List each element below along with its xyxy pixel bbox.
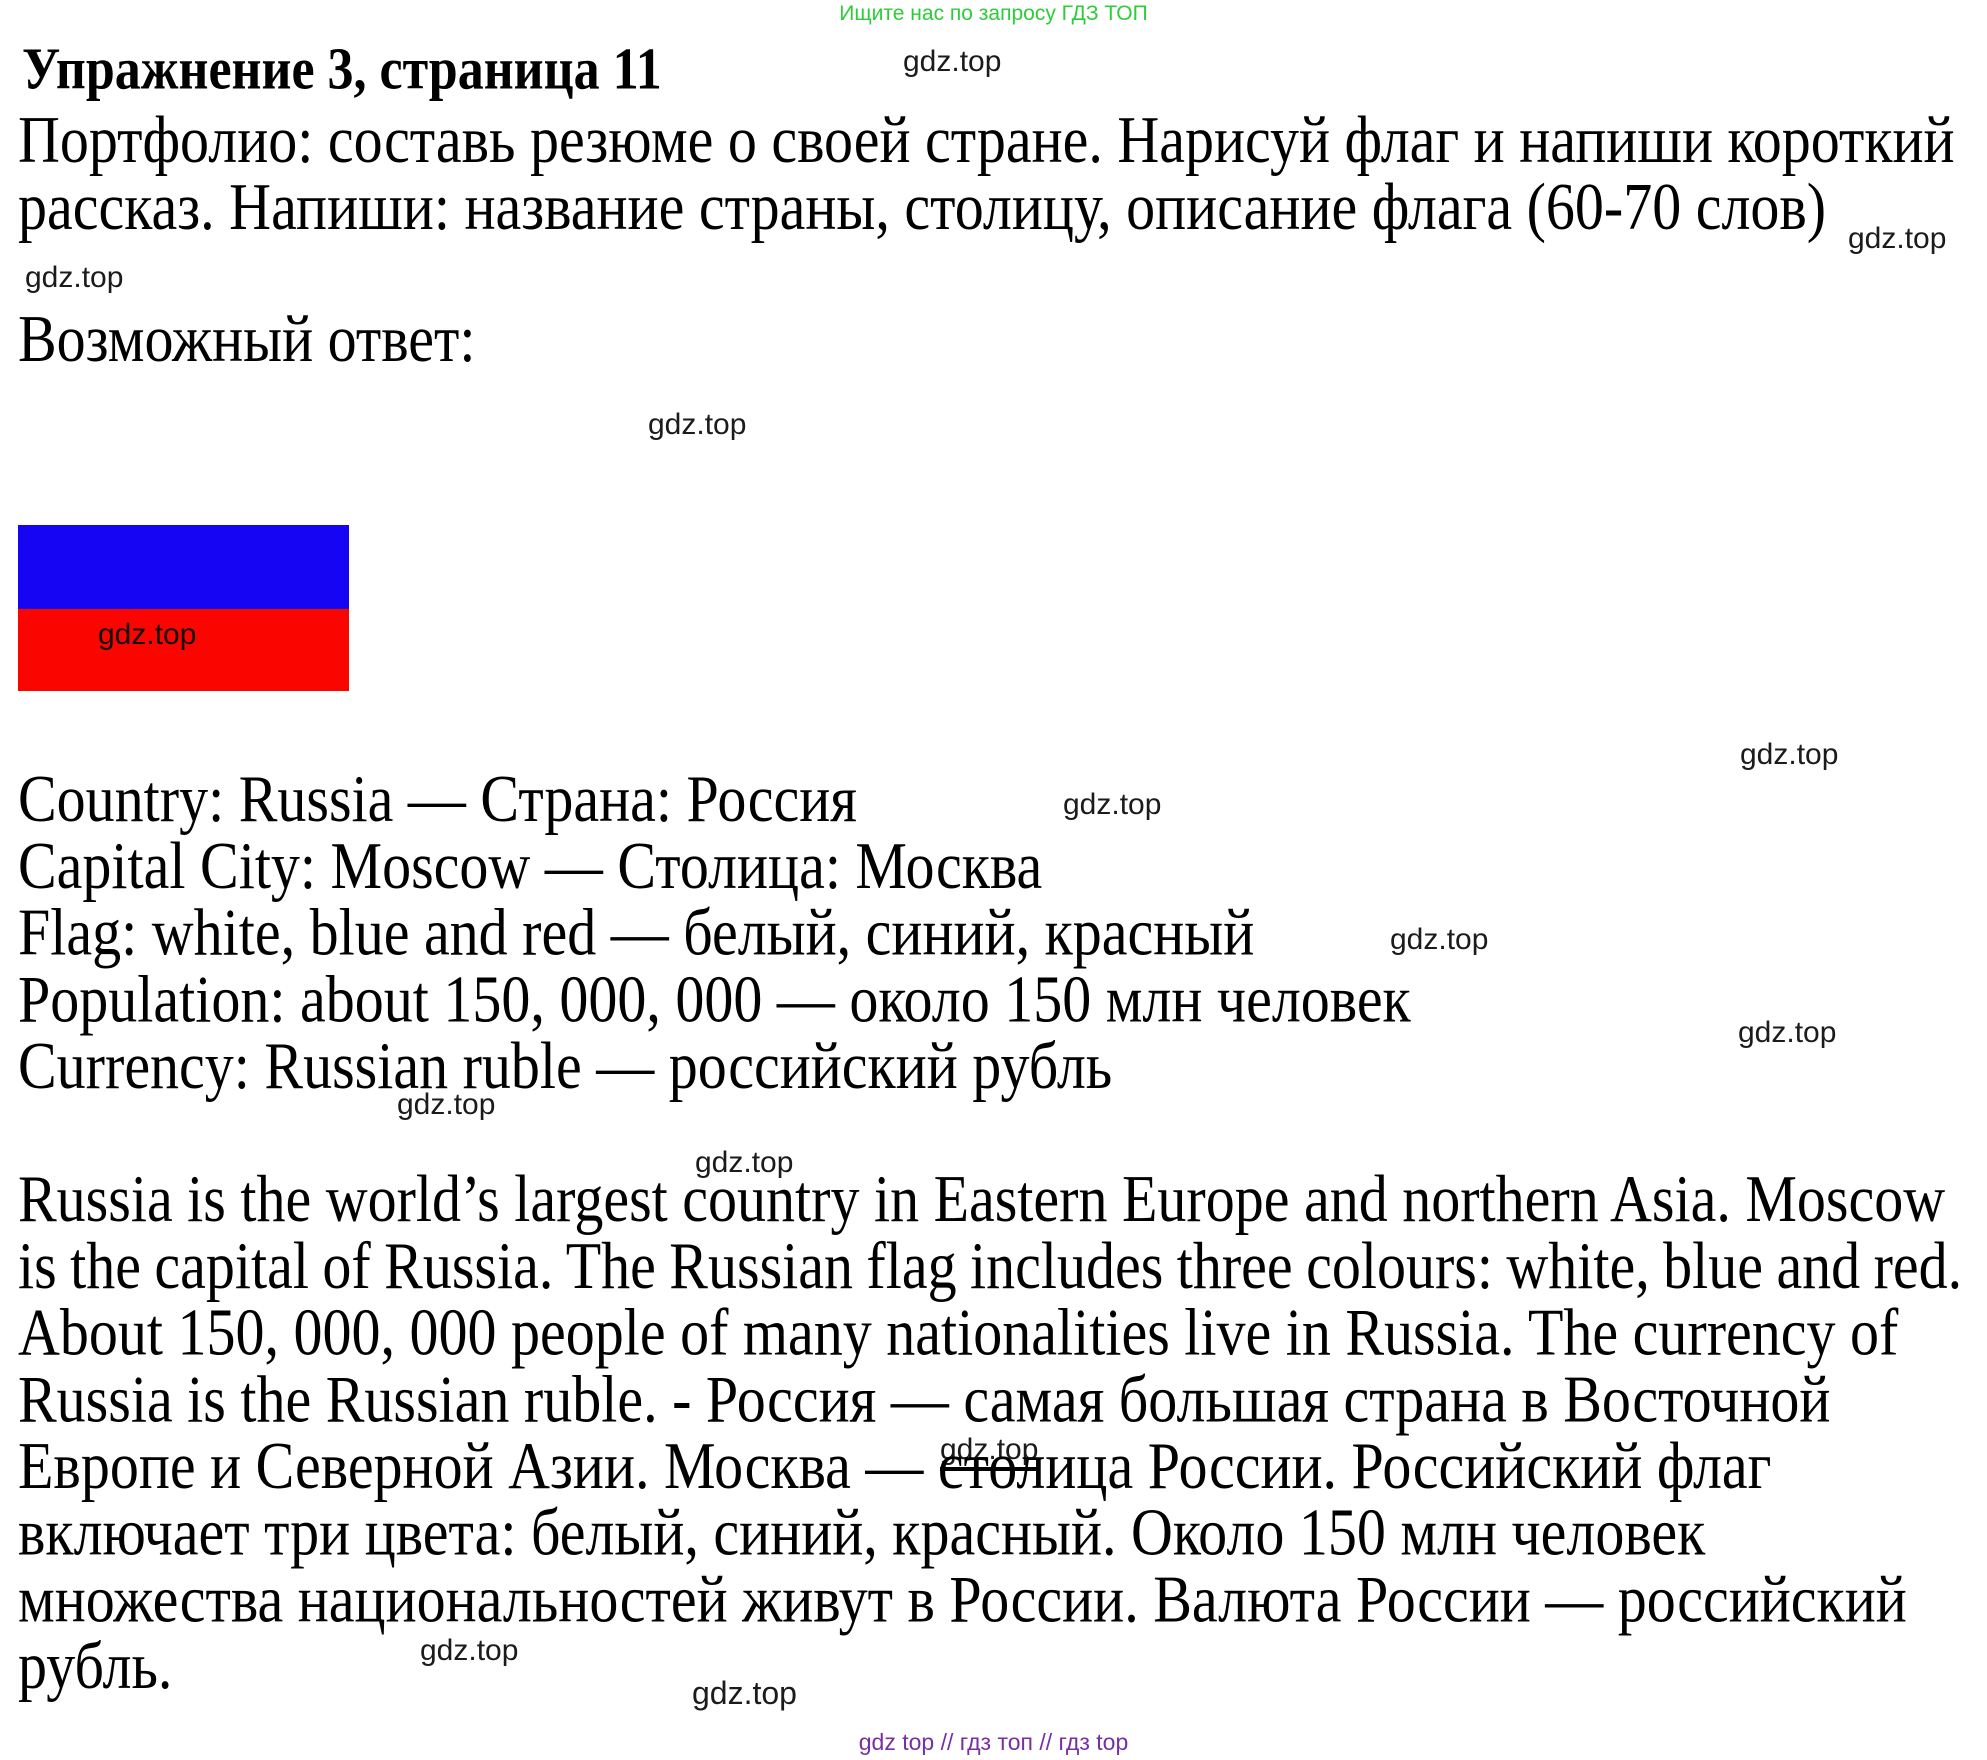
paragraph-line: включает три цвета: белый, синий, красны… [18, 1494, 1706, 1570]
gdz-watermark: gdz.top [1848, 222, 1947, 255]
fact-line-capital: Capital City: Moscow — Столица: Москва [18, 828, 1043, 903]
answer-heading: Возможный ответ: [18, 301, 476, 377]
gdz-watermark: gdz.top [1738, 1016, 1837, 1049]
gdz-watermark: gdz.top [1390, 923, 1489, 956]
paragraph-line: About 150, 000, 000 people of many natio… [18, 1294, 1899, 1370]
gdz-watermark: gdz.top [695, 1146, 794, 1179]
gdz-watermark: gdz.top [1740, 738, 1839, 771]
gdz-watermark: gdz.top [940, 1433, 1039, 1471]
promo-search-hint: Ищите нас по запросу ГДЗ ТОП [839, 2, 1148, 25]
paragraph-line: is the capital of Russia. The Russian fl… [18, 1228, 1963, 1303]
flag-white-stripe [18, 441, 349, 525]
fact-line-population: Population: about 150, 000, 000 — около … [18, 961, 1411, 1037]
page-title: Упражнение 3, страница 11 [22, 36, 662, 103]
country-facts: Country: Russia — Страна: Россия Capital… [18, 761, 1411, 1103]
fact-line-flag: Flag: white, blue and red — белый, синий… [18, 894, 1255, 970]
paragraph-line: Russia is the Russian ruble. - Россия — … [18, 1361, 1831, 1437]
gdz-watermark: gdz.top [903, 45, 1002, 78]
gdz-watermark: gdz.top [692, 1675, 797, 1711]
paragraph-line: Европе и Северной Азии. Москва — столица… [18, 1428, 1772, 1503]
task-line: Портфолио: составь резюме о своей стране… [18, 102, 1955, 178]
paragraph-line: множества национальностей живут в России… [18, 1561, 1907, 1637]
paragraph-line: Russia is the world’s largest country in… [18, 1161, 1946, 1237]
gdz-watermark: gdz.top [98, 618, 197, 651]
gdz-watermark: gdz.top [397, 1088, 496, 1121]
gdz-watermark: gdz.top [1063, 788, 1162, 821]
flag-blue-stripe [18, 525, 349, 609]
gdz-watermark: gdz.top [25, 261, 124, 294]
gdz-watermark: gdz.top [420, 1634, 519, 1667]
paragraph-line: рубль. [18, 1628, 173, 1704]
russian-flag-image: gdz.top [18, 441, 349, 691]
task-line: рассказ. Напиши: название страны, столиц… [18, 169, 1827, 244]
gdz-watermark: gdz.top [648, 408, 747, 441]
task-text: Портфолио: составь резюме о своей стране… [18, 102, 1955, 244]
fact-line-currency: Currency: Russian ruble — российский руб… [18, 1028, 1113, 1103]
flag-red-stripe [18, 609, 349, 691]
footer-site-links: gdz top // гдз топ // гдз top [858, 1729, 1129, 1755]
story-paragraph: Russia is the world’s largest country in… [18, 1161, 1963, 1704]
fact-line-country: Country: Russia — Страна: Россия [18, 761, 857, 837]
